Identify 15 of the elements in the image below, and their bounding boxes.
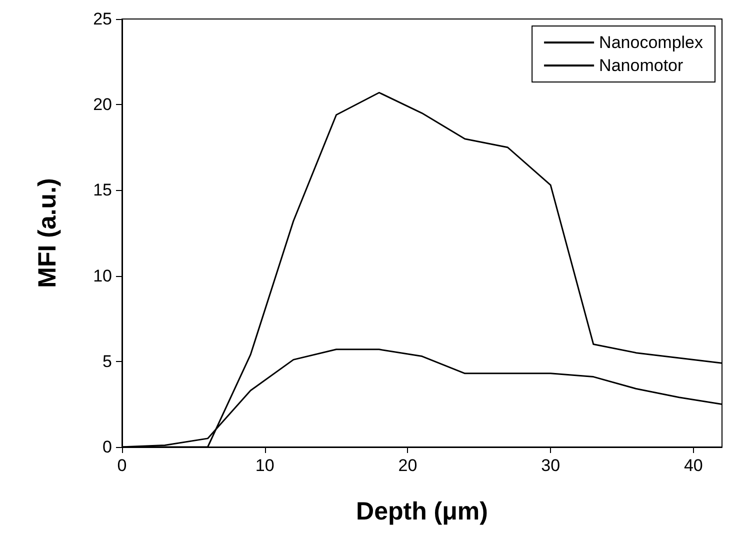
y-axis-title: MFI (a.u.) [34, 178, 62, 288]
y-tick-label: 15 [93, 180, 112, 200]
x-tick-label: 40 [684, 456, 703, 475]
legend-label: Nanomotor [599, 56, 684, 75]
x-tick-label: 0 [117, 456, 127, 475]
x-tick-label: 20 [398, 456, 418, 475]
y-tick-label: 0 [102, 438, 112, 456]
legend-label: Nanocomplex [599, 33, 704, 52]
y-tick-label: 10 [93, 266, 112, 286]
y-tick-label: 25 [93, 10, 112, 28]
x-axis-title: Depth (μm) [356, 498, 488, 526]
x-tick-label: 30 [541, 456, 560, 475]
y-tick-label: 5 [102, 352, 112, 371]
y-tick-label: 20 [93, 95, 112, 114]
x-tick-label: 10 [255, 456, 274, 475]
